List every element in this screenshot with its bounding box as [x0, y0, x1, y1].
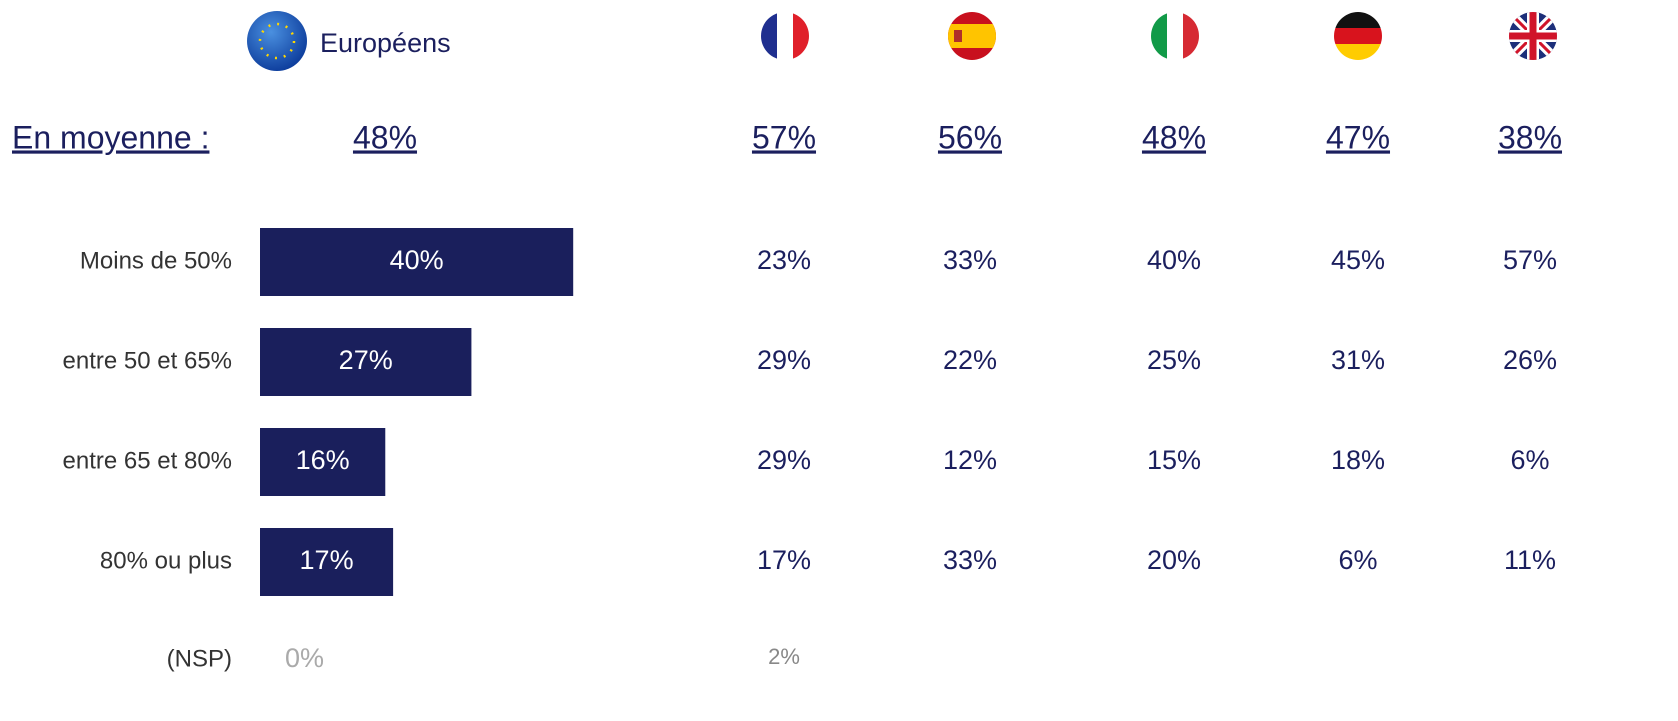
country-cell: 15% [1147, 445, 1201, 475]
country-cell: 25% [1147, 345, 1201, 375]
bar-label: 27% [339, 345, 393, 375]
category-label: entre 50 et 65% [63, 347, 232, 374]
country-cell: 33% [943, 545, 997, 575]
flag-uk [1509, 12, 1557, 60]
country-cell: 18% [1331, 445, 1385, 475]
country-average: 38% [1498, 119, 1562, 155]
country-cell: 23% [757, 245, 811, 275]
country-cell: 29% [757, 445, 811, 475]
country-average: 57% [752, 119, 816, 155]
country-cell: 6% [1338, 545, 1377, 575]
category-label: 80% ou plus [100, 547, 232, 574]
bar [260, 528, 394, 596]
flag-es [948, 12, 996, 60]
country-cell: 11% [1504, 545, 1556, 575]
category-label: (NSP) [167, 645, 232, 672]
country-cell: 31% [1331, 345, 1385, 375]
bar-label: 17% [300, 545, 354, 575]
country-cell: 12% [943, 445, 997, 475]
eu-flag [247, 11, 307, 71]
flag-it [1151, 12, 1199, 60]
country-average: 56% [938, 119, 1002, 155]
country-cell: 17% [757, 545, 811, 575]
average-value: 48% [353, 119, 417, 155]
country-nsp: 2% [768, 644, 800, 669]
country-cell: 40% [1147, 245, 1201, 275]
flag-fr [761, 12, 809, 60]
country-cell: 20% [1147, 545, 1201, 575]
country-cell: 22% [943, 345, 997, 375]
country-cell: 57% [1503, 245, 1557, 275]
bar [260, 428, 386, 496]
country-average: 47% [1326, 119, 1390, 155]
bar-label: 40% [390, 245, 444, 275]
country-cell: 26% [1503, 345, 1557, 375]
category-label: entre 65 et 80% [63, 447, 232, 474]
average-title: En moyenne : [12, 119, 209, 155]
country-cell: 33% [943, 245, 997, 275]
category-label: Moins de 50% [80, 247, 232, 274]
country-average: 48% [1142, 119, 1206, 155]
bar-label: 16% [296, 445, 350, 475]
flag-de [1334, 12, 1382, 60]
country-cell: 45% [1331, 245, 1385, 275]
bar-label: 0% [285, 643, 324, 673]
bar [260, 228, 574, 296]
series-name: Européens [320, 28, 451, 58]
country-cell: 29% [757, 345, 811, 375]
country-cell: 6% [1510, 445, 1549, 475]
bar [260, 328, 472, 396]
